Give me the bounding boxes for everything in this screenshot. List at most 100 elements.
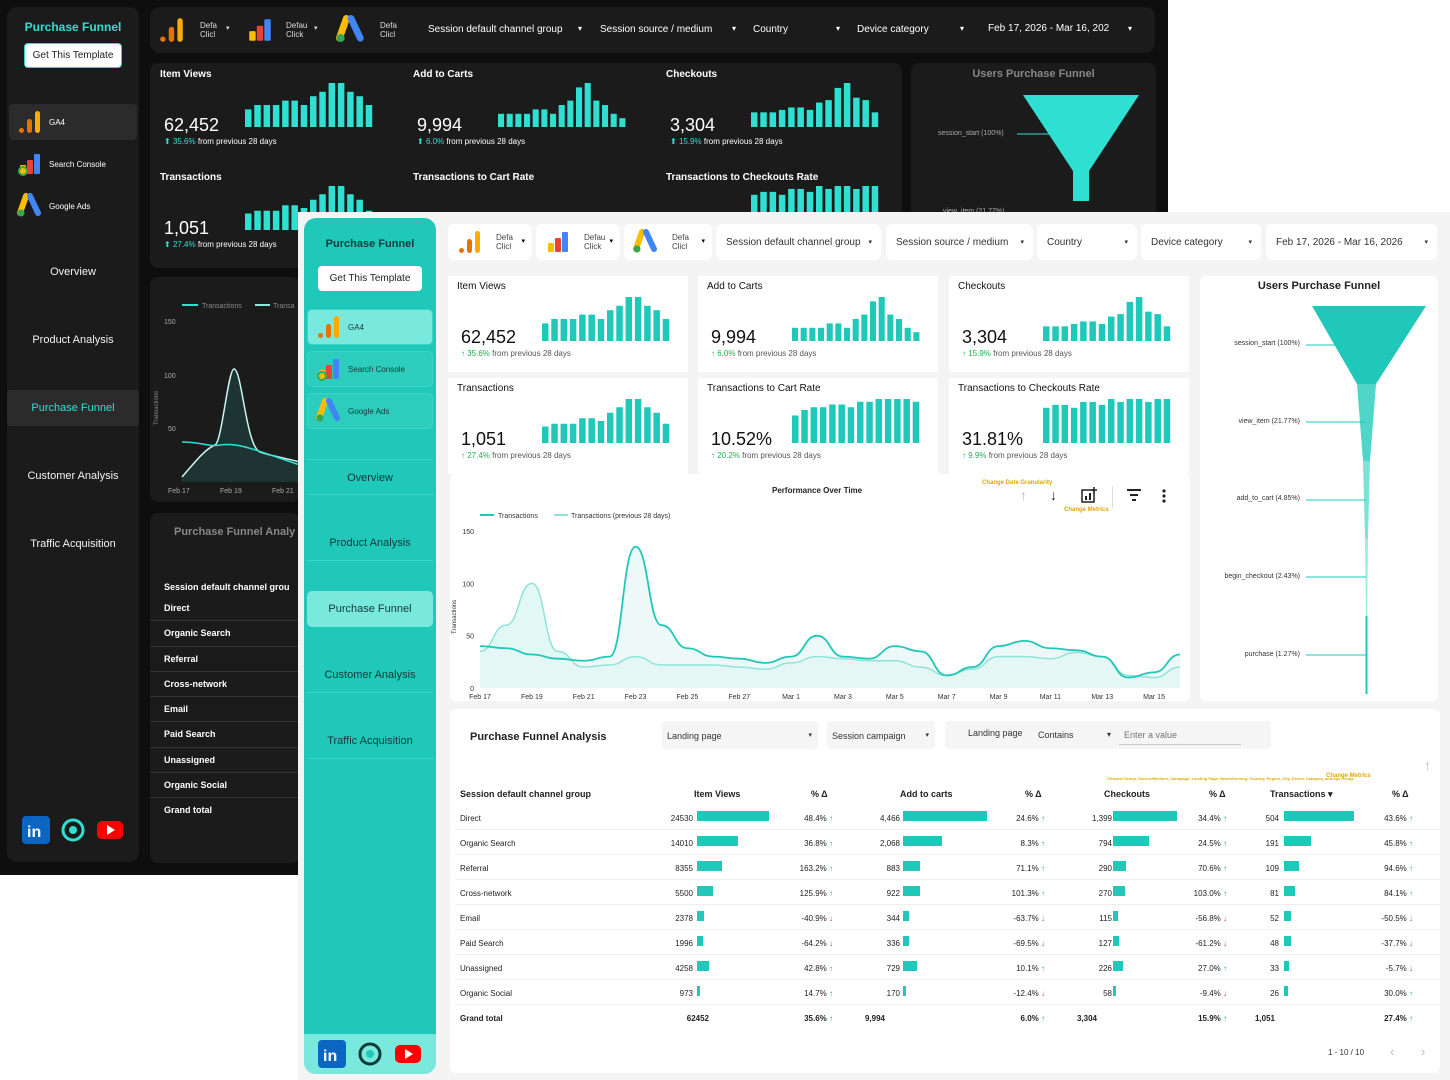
filter-value-input[interactable] xyxy=(1119,725,1241,745)
dark-channel-group-filter[interactable]: Session default channel group xyxy=(428,24,563,35)
spark-bar xyxy=(1145,311,1152,341)
nav-product-analysis[interactable]: Product Analysis xyxy=(307,525,433,561)
nav-overview[interactable]: Overview xyxy=(307,459,433,495)
metric-change-value: 70.6% xyxy=(1198,864,1221,873)
dark-source-search-console[interactable]: Search Console xyxy=(9,146,137,182)
search-console-filter[interactable]: Defau Click ▾ xyxy=(536,224,620,260)
country-filter[interactable]: Country ▾ xyxy=(1037,224,1137,260)
dark-nav-traffic-acquisition[interactable]: Traffic Acquisition xyxy=(30,538,116,550)
source-medium-filter[interactable]: Session source / medium ▾ xyxy=(886,224,1033,260)
source-ga4[interactable]: GA4 xyxy=(307,309,433,345)
source-search-console[interactable]: Search Console xyxy=(307,351,433,387)
dark-source-medium-filter[interactable]: Session source / medium xyxy=(600,24,713,35)
metric-change: -61.2% ↓ xyxy=(1187,939,1227,948)
dark-nav-purchase-funnel[interactable]: Purchase Funnel xyxy=(7,390,139,426)
nav-traffic-acquisition[interactable]: Traffic Acquisition xyxy=(307,723,433,759)
metric-change-value: 27.4% xyxy=(1384,1014,1407,1023)
spark-bar xyxy=(1080,401,1087,443)
match-type-select[interactable]: Contains ▾ xyxy=(1033,725,1115,745)
youtube-icon[interactable] xyxy=(96,816,124,844)
col-header[interactable]: Session default channel group xyxy=(460,789,592,799)
more-vert-icon[interactable] xyxy=(1160,488,1168,504)
session-campaign-dropdown[interactable]: Session campaign ▾ xyxy=(827,721,935,749)
chart-annotation: Change Date Granularity xyxy=(982,480,1053,486)
spark-bar xyxy=(806,109,814,127)
youtube-icon[interactable] xyxy=(394,1040,422,1068)
funnel-graphic xyxy=(1306,306,1426,694)
col-header[interactable]: % Δ xyxy=(1209,789,1226,799)
date-range-picker[interactable]: Feb 17, 2026 - Mar 16, 2026 ▾ xyxy=(1266,224,1437,260)
google-ads-filter[interactable]: Defa Clicl ▾ xyxy=(624,224,712,260)
dark-source-google-ads[interactable]: Google Ads xyxy=(9,188,137,224)
nav-customer-analysis[interactable]: Customer Analysis xyxy=(307,657,433,693)
col-header[interactable]: % Δ xyxy=(811,789,828,799)
col-header[interactable]: % Δ xyxy=(1025,789,1042,799)
spark-bar xyxy=(1163,326,1171,341)
linkedin-icon[interactable]: in xyxy=(318,1040,346,1068)
kpi-value: 62,452 xyxy=(164,115,220,135)
filter-label: Defau Click xyxy=(584,233,606,251)
dark-logo-filter-label[interactable]: Defau Click xyxy=(286,21,308,39)
spark-bar xyxy=(871,186,879,230)
col-header[interactable]: Add to carts xyxy=(900,789,953,799)
dark-date-range[interactable]: Feb 17, 2026 - Mar 16, 202 xyxy=(988,23,1110,34)
spark-bar xyxy=(567,100,574,127)
change-metrics-icon[interactable] xyxy=(1080,486,1098,504)
metric-value: 290 xyxy=(1098,864,1112,873)
kpi-add-to-carts: Add to Carts 9,994 ↑ 6.0% from previous … xyxy=(698,276,938,372)
source-google-ads[interactable]: Google Ads xyxy=(307,393,433,429)
spark-bar xyxy=(866,401,873,443)
date-range-label: Feb 17, 2026 - Mar 16, 2026 xyxy=(1276,236,1403,248)
drill-up-icon[interactable]: ↑ xyxy=(1424,757,1431,773)
brand-logo-icon[interactable] xyxy=(356,1040,384,1068)
brand-logo-icon[interactable] xyxy=(59,816,87,844)
funnel-stage-label: add_to_cart (4.85%) xyxy=(1236,495,1300,502)
spark-bar xyxy=(1061,326,1069,341)
table-row: Direct xyxy=(150,596,300,622)
dark-country-filter[interactable]: Country xyxy=(753,24,789,35)
ga4-icon[interactable] xyxy=(158,15,186,45)
ga4-filter[interactable]: Defa Clicl ▾ xyxy=(448,224,532,260)
dark-template-button[interactable]: Get This Template xyxy=(24,43,122,68)
filter-label: Session default channel group xyxy=(726,236,861,248)
landing-page-dropdown[interactable]: Landing page ▾ xyxy=(662,721,818,749)
nav-purchase-funnel[interactable]: Purchase Funnel xyxy=(307,591,433,627)
dark-nav-customer-analysis[interactable]: Customer Analysis xyxy=(27,470,119,482)
metric-bar xyxy=(1113,986,1116,996)
google-ads-icon[interactable] xyxy=(336,15,366,45)
arrow-up-icon: ↑ xyxy=(1038,889,1045,898)
dark-nav-overview[interactable]: Overview xyxy=(50,266,96,278)
kpi-suffix: from previous 28 days xyxy=(492,451,571,460)
metric-change-value: -50.5% xyxy=(1381,914,1407,923)
col-header[interactable]: % Δ xyxy=(1392,789,1409,799)
col-header[interactable]: Transactions ▾ xyxy=(1270,789,1333,799)
col-header[interactable]: Checkouts xyxy=(1104,789,1151,799)
funnel-stage-label: session_start (100%) xyxy=(938,130,1004,137)
dark-kpi-cart-rate: Transactions to Cart Rate xyxy=(403,166,643,264)
spark-bar xyxy=(792,415,799,443)
dark-logo-filter-label[interactable]: Defa Clicl xyxy=(200,21,217,39)
template-button[interactable]: Get This Template xyxy=(318,266,422,291)
filter-icon[interactable] xyxy=(1126,488,1142,502)
kpi-title: Checkouts xyxy=(666,69,718,80)
device-filter[interactable]: Device category ▾ xyxy=(1141,224,1261,260)
kpi-checkout-rate: Transactions to Checkouts Rate 31.81% ↑ … xyxy=(949,378,1189,474)
dark-nav-product-analysis[interactable]: Product Analysis xyxy=(32,334,114,346)
metric-bar xyxy=(1113,961,1124,971)
next-page-icon[interactable]: › xyxy=(1421,1044,1426,1059)
drill-up-icon[interactable]: ↑ xyxy=(1020,487,1027,503)
dark-source-label: Search Console xyxy=(49,159,106,169)
drill-down-icon[interactable]: ↓ xyxy=(1050,487,1057,503)
metric-value: 9,994 xyxy=(864,1014,885,1023)
search-console-icon[interactable] xyxy=(246,15,274,45)
col-header[interactable]: Item Views xyxy=(694,789,741,799)
dark-logo-filter-label[interactable]: Defa Clicl xyxy=(380,21,397,39)
dark-device-filter[interactable]: Device category xyxy=(857,24,929,35)
channel-group-filter[interactable]: Session default channel group ▾ xyxy=(716,224,881,260)
arrow-up-icon: ↑ xyxy=(711,349,718,358)
prev-page-icon[interactable]: ‹ xyxy=(1390,1044,1395,1059)
dark-source-ga4[interactable]: GA4 xyxy=(9,104,137,140)
metric-change-value: 24.5% xyxy=(1198,839,1221,848)
linkedin-icon[interactable]: in xyxy=(22,816,50,844)
